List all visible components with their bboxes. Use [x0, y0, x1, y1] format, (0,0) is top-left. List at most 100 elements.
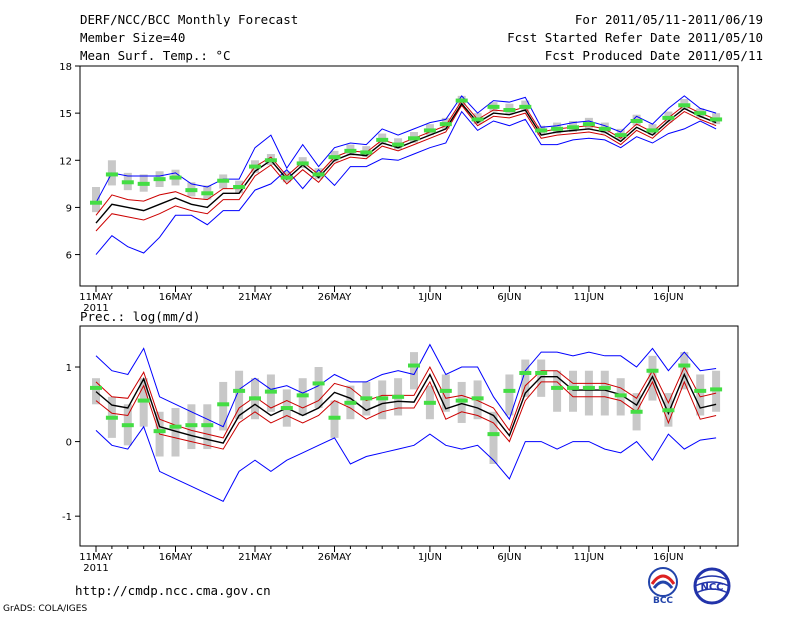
forecast-period: For 2011/05/11-2011/06/19	[574, 12, 763, 27]
temp-median-mark	[423, 128, 436, 133]
temp-median-mark	[344, 148, 357, 153]
prec-median-mark	[328, 415, 341, 420]
temp-spread-low-line	[95, 104, 717, 232]
temp-median-mark	[360, 150, 373, 155]
prec-spread-low-line	[95, 380, 717, 450]
prec-median-mark	[312, 381, 325, 386]
prec-box	[171, 408, 180, 457]
prec-median-mark	[90, 385, 102, 390]
temp-median-mark	[185, 188, 198, 193]
temp-median-mark	[217, 178, 230, 183]
temp-median-mark	[153, 177, 166, 182]
prec-median-mark	[296, 393, 309, 398]
prec-median-mark	[694, 388, 707, 393]
prec-median-mark	[153, 429, 166, 434]
prec-box	[584, 370, 593, 416]
prec-median-mark	[487, 432, 500, 437]
forecast-produced-date: Fcst Produced Date 2011/05/11	[544, 48, 763, 63]
temp-plot-frame	[79, 65, 739, 287]
prec-y-tick-label: 0	[66, 438, 72, 449]
temp-median-mark	[312, 172, 325, 177]
prec-box	[521, 359, 530, 397]
prec-median-mark	[137, 398, 150, 403]
prec-box	[314, 367, 323, 409]
bcc-logo: BCC	[648, 567, 678, 606]
ncc-logo-text: NCC	[700, 582, 723, 593]
temp-median-mark	[551, 126, 564, 131]
temp-x-tick-label: 21MAY	[238, 292, 272, 303]
prec-box	[489, 411, 498, 464]
chart-title: DERF/NCC/BCC Monthly Forecast	[80, 12, 299, 27]
prec-box	[569, 370, 577, 412]
temp-median-mark	[392, 142, 405, 147]
temp-ensemble-mean-line	[95, 102, 717, 224]
prec-box	[505, 374, 514, 416]
prec-box	[680, 352, 689, 390]
temp-median-mark	[598, 126, 611, 131]
prec-median-mark	[105, 415, 118, 420]
prec-envelope-high-line	[95, 343, 717, 428]
temp-median-mark	[264, 158, 277, 163]
prec-box	[441, 374, 450, 412]
temp-median-mark	[471, 117, 484, 122]
temp-envelope-high-line	[95, 95, 717, 203]
temp-box	[92, 187, 100, 213]
temp-median-mark	[567, 125, 579, 130]
prec-box	[410, 352, 418, 390]
temp-median-mark	[121, 180, 134, 185]
prec-median-mark	[408, 363, 420, 368]
prec-median-mark	[535, 370, 548, 375]
temp-y-tick-label: 18	[59, 62, 72, 73]
prec-median-mark	[169, 424, 182, 429]
bcc-logo-text: BCC	[653, 596, 673, 606]
temp-median-mark	[710, 117, 723, 122]
temp-median-mark	[678, 103, 691, 108]
prec-median-mark	[217, 402, 230, 407]
source-url[interactable]: http://cmdp.ncc.cma.gov.cn	[75, 583, 271, 598]
prec-y-tick-label: 1	[66, 363, 72, 374]
prec-x-tick-label: 16JUN	[653, 552, 683, 563]
temp-median-mark	[646, 128, 659, 133]
temp-y-tick-label: 9	[66, 203, 72, 214]
forecast-started-date: Fcst Started Refer Date 2011/05/10	[507, 30, 763, 45]
prec-median-mark	[503, 388, 516, 393]
temp-y-tick-label: 6	[66, 251, 72, 262]
prec-x-tick-label: 6JUN	[497, 552, 521, 563]
prec-box	[553, 370, 562, 412]
temp-median-mark	[296, 161, 309, 166]
temp-x-tick-label: 11MAY	[79, 292, 113, 303]
temp-median-mark	[630, 119, 643, 123]
prec-median-mark	[455, 398, 468, 403]
temp-median-mark	[503, 108, 516, 112]
temp-x-tick-label: 1JUN	[418, 292, 442, 303]
temp-y-tick-label: 12	[59, 156, 72, 167]
prec-median-mark	[201, 423, 214, 428]
precipitation-panel: -1 0 1 11MAY 16MAY 21MAY 26MAY 1JUN 6JUN 11JUN 16J…	[62, 325, 739, 574]
temp-median-mark	[582, 122, 595, 127]
ncc-logo: NCC	[693, 567, 731, 605]
prec-median-mark	[662, 408, 675, 413]
temp-median-mark	[90, 200, 102, 205]
prec-median-mark	[344, 400, 357, 405]
prec-median-mark	[249, 396, 261, 401]
temp-median-mark	[201, 191, 214, 196]
prec-x-tick-label: 21MAY	[238, 552, 272, 563]
temp-median-mark	[535, 128, 548, 133]
temp-median-mark	[487, 104, 500, 109]
prec-box	[235, 370, 244, 420]
prec-y-tick-label: -1	[62, 512, 72, 523]
prec-spread-high-line	[95, 365, 717, 439]
prec-x-year-label: 2011	[83, 563, 108, 574]
temp-x-tick-label: 11JUN	[574, 292, 604, 303]
prec-median-mark	[439, 388, 452, 393]
prec-median-mark	[280, 406, 293, 411]
prec-median-mark	[423, 400, 436, 405]
prec-envelope-low-line	[95, 425, 717, 502]
temperature-panel: 6 9 12 15 18 11MAY 16MAY 21MAY 26MAY 1JUN 6JUN 11JU…	[59, 62, 739, 314]
temp-x-tick-label: 26MAY	[318, 292, 352, 303]
prec-median-mark	[614, 393, 627, 398]
prec-x-tick-label: 1JUN	[418, 552, 442, 563]
temp-median-mark	[105, 172, 118, 177]
temp-median-mark	[519, 104, 532, 109]
